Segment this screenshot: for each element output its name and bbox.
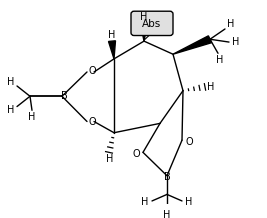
Text: Abs: Abs bbox=[142, 19, 162, 29]
Text: H: H bbox=[163, 210, 171, 218]
Text: B: B bbox=[164, 172, 170, 182]
Text: H: H bbox=[108, 30, 116, 40]
Text: H: H bbox=[227, 19, 235, 29]
Text: H: H bbox=[216, 55, 224, 65]
Text: H: H bbox=[140, 12, 148, 22]
Text: H: H bbox=[207, 82, 215, 92]
Text: H: H bbox=[106, 154, 114, 164]
Text: H: H bbox=[7, 77, 15, 87]
Text: H: H bbox=[232, 37, 240, 47]
Polygon shape bbox=[173, 36, 211, 54]
Text: H: H bbox=[185, 197, 193, 207]
Text: O: O bbox=[132, 149, 140, 159]
Text: B: B bbox=[61, 91, 67, 101]
Text: O: O bbox=[88, 66, 96, 76]
Text: O: O bbox=[88, 118, 96, 128]
Text: O: O bbox=[185, 137, 193, 147]
Polygon shape bbox=[108, 41, 116, 59]
Text: H: H bbox=[28, 112, 36, 122]
FancyBboxPatch shape bbox=[131, 11, 173, 36]
Text: H: H bbox=[141, 197, 149, 207]
Text: H: H bbox=[7, 105, 15, 115]
Polygon shape bbox=[140, 23, 147, 41]
